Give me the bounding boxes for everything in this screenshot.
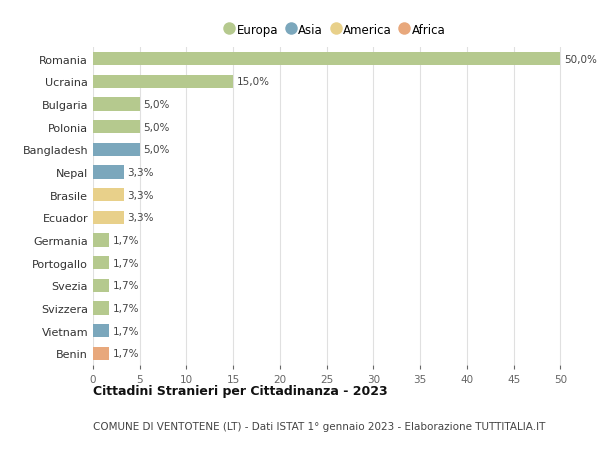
Text: 1,7%: 1,7% [113, 348, 139, 358]
Bar [93, 143, 140, 157]
Text: 5,0%: 5,0% [143, 145, 170, 155]
Bar [93, 166, 124, 179]
Bar [93, 347, 109, 360]
Bar [93, 75, 233, 89]
Text: 1,7%: 1,7% [113, 303, 139, 313]
Bar [93, 256, 109, 270]
Text: 1,7%: 1,7% [113, 235, 139, 246]
Text: 50,0%: 50,0% [564, 55, 597, 65]
Bar [93, 98, 140, 112]
Text: 1,7%: 1,7% [113, 258, 139, 268]
Bar [93, 324, 109, 338]
Bar [93, 211, 124, 224]
Bar [93, 279, 109, 292]
Bar [93, 302, 109, 315]
Text: 1,7%: 1,7% [113, 281, 139, 291]
Text: 1,7%: 1,7% [113, 326, 139, 336]
Text: 15,0%: 15,0% [237, 77, 270, 87]
Bar [93, 234, 109, 247]
Text: 5,0%: 5,0% [143, 100, 170, 110]
Legend: Europa, Asia, America, Africa: Europa, Asia, America, Africa [224, 22, 448, 39]
Text: COMUNE DI VENTOTENE (LT) - Dati ISTAT 1° gennaio 2023 - Elaborazione TUTTITALIA.: COMUNE DI VENTOTENE (LT) - Dati ISTAT 1°… [93, 421, 545, 431]
Bar [93, 189, 124, 202]
Text: 3,3%: 3,3% [128, 213, 154, 223]
Text: 3,3%: 3,3% [128, 168, 154, 178]
Text: 5,0%: 5,0% [143, 123, 170, 132]
Text: 3,3%: 3,3% [128, 190, 154, 200]
Text: Cittadini Stranieri per Cittadinanza - 2023: Cittadini Stranieri per Cittadinanza - 2… [93, 384, 388, 397]
Bar [93, 121, 140, 134]
Bar [93, 53, 560, 66]
